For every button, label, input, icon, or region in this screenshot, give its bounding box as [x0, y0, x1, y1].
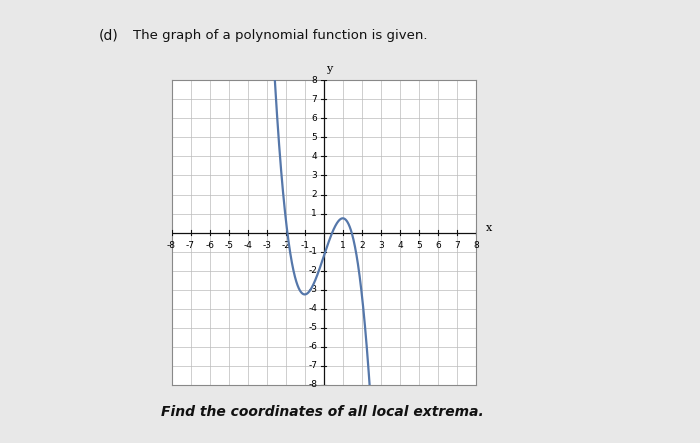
- Text: 3: 3: [312, 171, 317, 180]
- Text: -7: -7: [308, 361, 317, 370]
- Text: -8: -8: [167, 241, 176, 250]
- Text: -4: -4: [243, 241, 252, 250]
- Text: -5: -5: [308, 323, 317, 332]
- Text: 8: 8: [473, 241, 479, 250]
- Text: Find the coordinates of all local extrema.: Find the coordinates of all local extrem…: [160, 404, 484, 419]
- Text: 4: 4: [312, 152, 317, 161]
- Text: 6: 6: [312, 114, 317, 123]
- Text: -8: -8: [308, 381, 317, 389]
- Text: -1: -1: [300, 241, 309, 250]
- Text: -1: -1: [308, 247, 317, 256]
- Text: 5: 5: [312, 133, 317, 142]
- Text: x: x: [486, 223, 492, 233]
- Text: 5: 5: [416, 241, 422, 250]
- Text: 1: 1: [312, 209, 317, 218]
- Text: 7: 7: [312, 95, 317, 104]
- Text: -2: -2: [281, 241, 290, 250]
- Text: 6: 6: [435, 241, 441, 250]
- Text: 1: 1: [340, 241, 346, 250]
- Text: -6: -6: [205, 241, 214, 250]
- Text: -3: -3: [262, 241, 271, 250]
- Text: 8: 8: [312, 76, 317, 85]
- Text: 4: 4: [397, 241, 402, 250]
- Text: y: y: [326, 64, 332, 74]
- Text: -4: -4: [308, 304, 317, 313]
- Text: (d): (d): [99, 29, 118, 43]
- Text: -6: -6: [308, 342, 317, 351]
- Text: The graph of a polynomial function is given.: The graph of a polynomial function is gi…: [133, 29, 427, 42]
- Text: -3: -3: [308, 285, 317, 294]
- Text: 3: 3: [378, 241, 384, 250]
- Text: -2: -2: [308, 266, 317, 275]
- Text: -7: -7: [186, 241, 195, 250]
- Text: 2: 2: [312, 190, 317, 199]
- Text: 7: 7: [454, 241, 460, 250]
- Text: 2: 2: [359, 241, 365, 250]
- Text: -5: -5: [224, 241, 233, 250]
